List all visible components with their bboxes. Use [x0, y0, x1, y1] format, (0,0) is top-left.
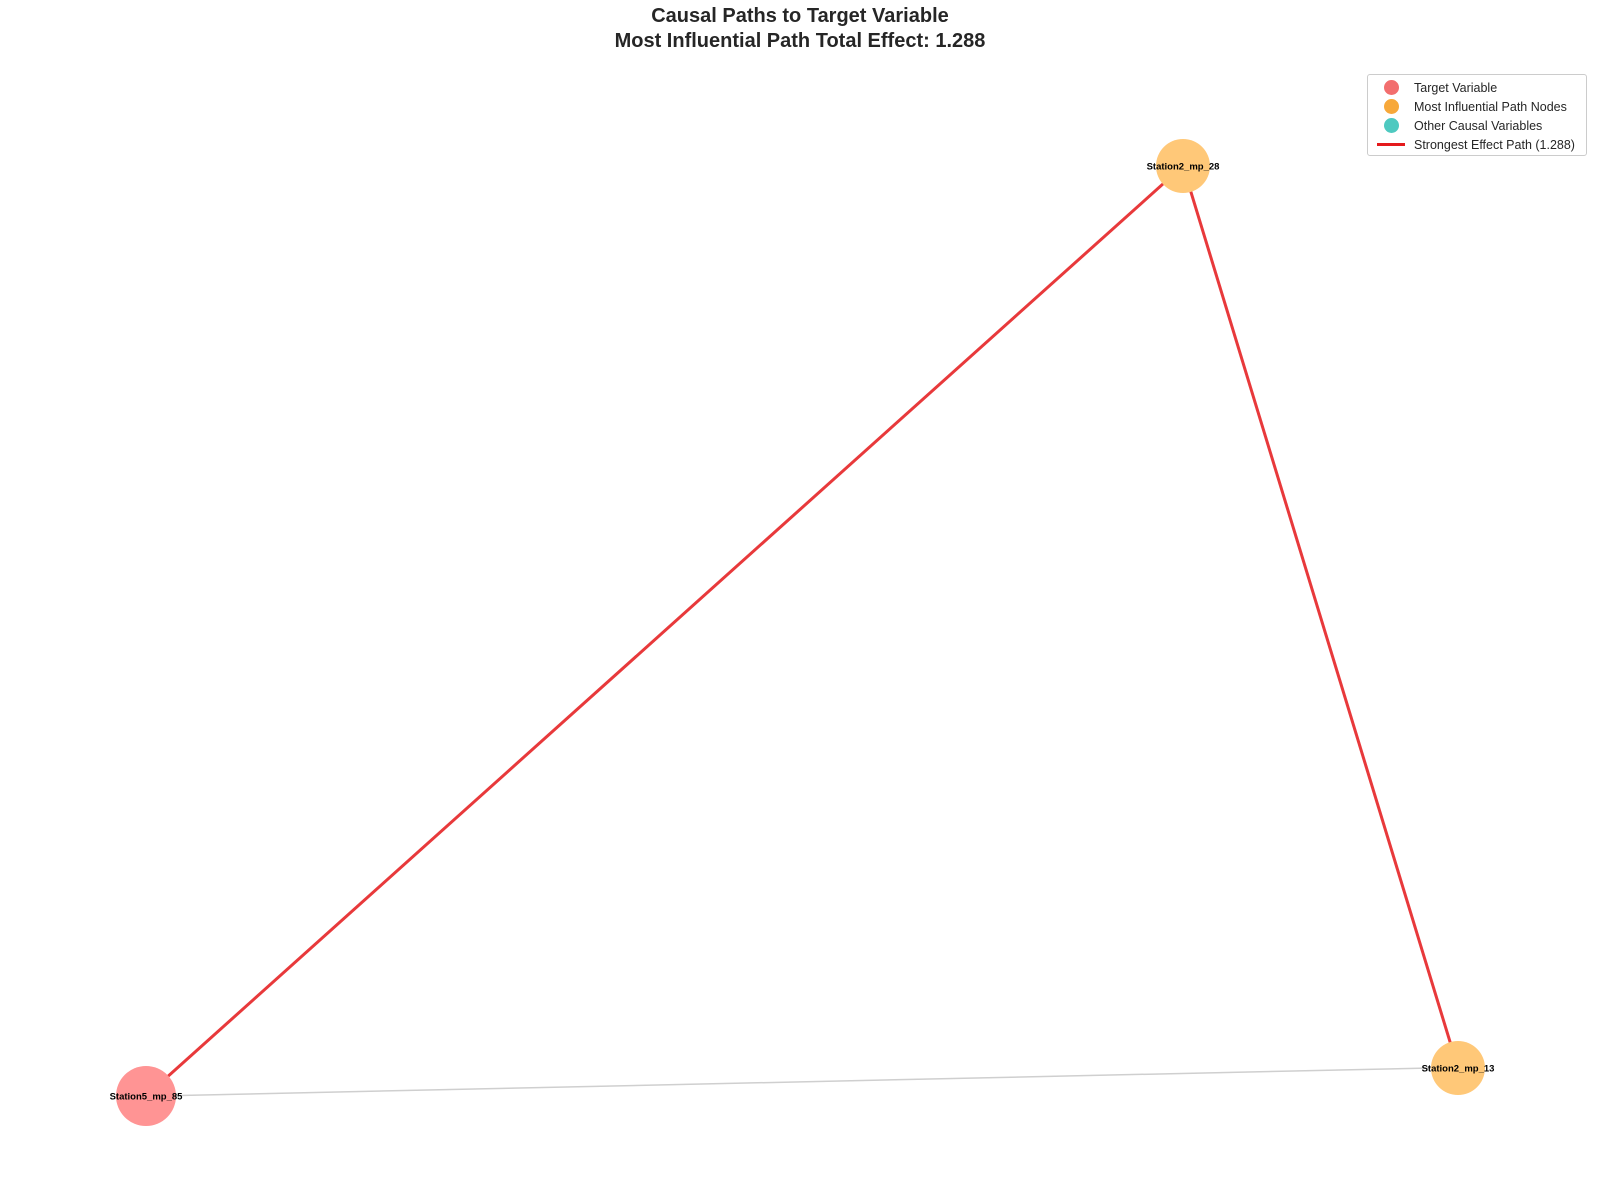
title-line-2: Most Influential Path Total Effect: 1.28…	[614, 30, 986, 52]
edges-layer	[155, 171, 1457, 1097]
chart-title: Causal Paths to Target Variable Most Inf…	[0, 4, 1600, 54]
graph-node: Station5_mp_85	[110, 1066, 184, 1126]
strong-edge	[1185, 179, 1457, 1059]
node-label: Station5_mp_85	[110, 1092, 184, 1103]
node-label: Station2_mp_13	[1422, 1064, 1495, 1075]
path-node-dot-icon	[1383, 99, 1399, 114]
nodes-layer: Station2_mp_28 Station2_mp_13 Station5_mp_…	[110, 139, 1495, 1126]
legend: Target Variable Most Influential Path No…	[1367, 74, 1587, 156]
node-circle	[1156, 139, 1210, 193]
other-node-dot-icon	[1383, 118, 1399, 133]
title-line-1: Causal Paths to Target Variable	[651, 5, 949, 27]
graph-node: Station2_mp_13	[1422, 1041, 1495, 1095]
strong-edge	[158, 171, 1177, 1086]
strong-path-line-icon	[1377, 143, 1405, 146]
legend-item-strong-path: Strongest Effect Path (1.288)	[1368, 135, 1586, 154]
legend-label-path-nodes: Most Influential Path Nodes	[1414, 99, 1567, 114]
legend-item-other: Other Causal Variables	[1368, 116, 1586, 135]
legend-item-target: Target Variable	[1368, 78, 1586, 97]
graph-node: Station2_mp_28	[1147, 139, 1220, 193]
node-circle	[1431, 1041, 1485, 1095]
legend-item-path-nodes: Most Influential Path Nodes	[1368, 97, 1586, 116]
node-label: Station2_mp_28	[1147, 162, 1220, 173]
legend-label-other: Other Causal Variables	[1414, 118, 1543, 133]
target-dot-icon	[1383, 80, 1399, 95]
weak-edge	[155, 1067, 1432, 1097]
node-circle	[116, 1066, 176, 1126]
legend-label-target: Target Variable	[1414, 80, 1498, 95]
legend-label-strong-path: Strongest Effect Path (1.288)	[1414, 137, 1575, 152]
